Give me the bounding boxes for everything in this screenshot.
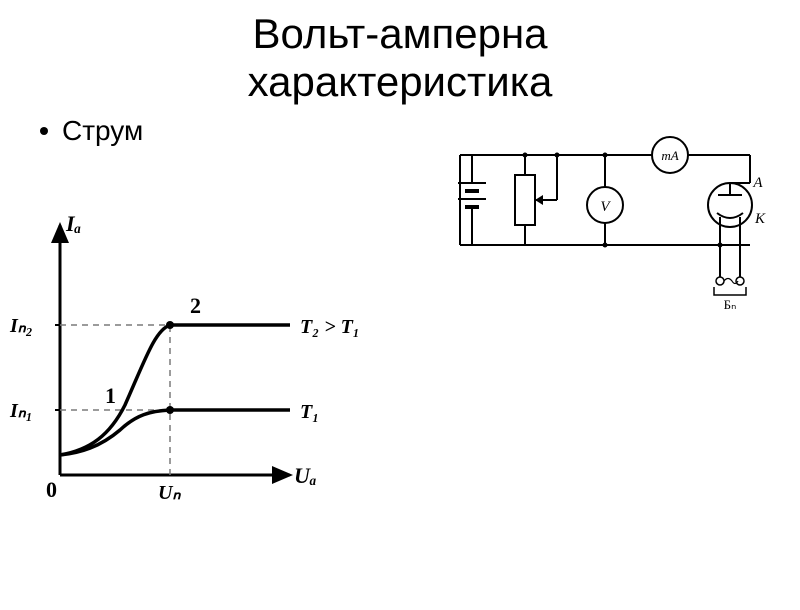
iv-chart: Iₐ Uₐ 0 Iₙ₂ Iₙ₁ Uₙ 1 2 T₂ > T₁ T₁ — [0, 195, 380, 530]
svg-text:Бₙ: Бₙ — [724, 297, 737, 312]
svg-text:2: 2 — [190, 293, 201, 318]
slide-title: Вольт-амперна характеристика — [0, 10, 800, 107]
bullet-text: Струм — [62, 115, 143, 147]
svg-text:A: A — [752, 175, 763, 191]
svg-text:mA: mA — [661, 148, 678, 163]
svg-text:Uₙ: Uₙ — [158, 482, 181, 504]
svg-text:Iₐ: Iₐ — [65, 211, 81, 236]
circuit-svg: mA V A K Бₙ — [430, 135, 790, 325]
title-line-1: Вольт-амперна — [252, 10, 547, 57]
circuit-diagram: mA V A K Бₙ — [430, 135, 790, 330]
svg-text:V: V — [600, 199, 611, 215]
svg-text:K: K — [754, 211, 766, 227]
svg-text:T₁: T₁ — [300, 401, 319, 423]
svg-text:Uₐ: Uₐ — [294, 463, 316, 488]
svg-text:1: 1 — [105, 383, 116, 408]
svg-text:Iₙ₂: Iₙ₂ — [9, 315, 33, 337]
bullet-dot-icon — [40, 127, 48, 135]
svg-text:0: 0 — [46, 477, 57, 502]
svg-text:Iₙ₁: Iₙ₁ — [9, 400, 33, 422]
title-line-2: характеристика — [248, 58, 553, 105]
svg-text:T₂ > T₁: T₂ > T₁ — [300, 316, 360, 338]
chart-svg: Iₐ Uₐ 0 Iₙ₂ Iₙ₁ Uₙ 1 2 T₂ > T₁ T₁ — [0, 195, 380, 525]
